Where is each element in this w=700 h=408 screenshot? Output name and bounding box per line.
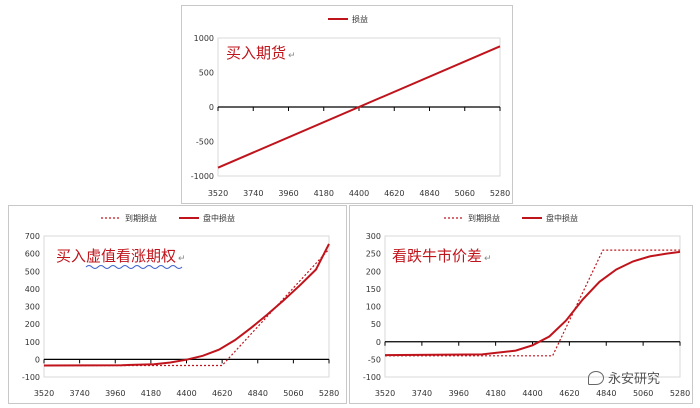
y-tick-label: -500 [196,138,214,147]
y-tick-label: 0 [35,355,40,364]
y-tick-label: 400 [25,285,40,294]
y-tick-label: 100 [366,303,381,312]
x-tick-label: 4620 [384,189,404,198]
legend-item: 损益 [328,14,368,24]
x-tick-label: 3740 [69,389,89,398]
return-mark: ↵ [484,254,492,264]
y-tick-label: 150 [366,285,381,294]
chart-panel-futures: 1000 500 0 -500 -1000 3520 3740 3960 4180 4400 462… [181,5,513,204]
y-tick-label: 250 [366,250,381,259]
y-tick-label: 200 [25,320,40,329]
y-tick-label: 600 [25,250,40,259]
x-tick-label: 4620 [559,389,579,398]
x-tick-label: 4840 [596,389,616,398]
chart-panel-bull-put-spread: 300 250 200 150 100 50 0 -50 -100 3520 3740 3960 418… [349,205,693,404]
return-mark: ↵ [288,51,296,61]
y-tick-label: 200 [366,267,381,276]
y-tick-label: -1000 [191,172,214,181]
x-tick-label: 4400 [522,389,542,398]
chart-svg-call-option: 700 600 500 400 300 200 100 0 -100 3520 3740 3960 41… [22,213,339,398]
y-tick-label: 300 [366,232,381,241]
x-tick-label: 4400 [176,389,196,398]
x-tick-label: 3740 [243,189,263,198]
x-tick-label: 5280 [670,389,690,398]
x-tick-label: 4840 [248,389,268,398]
x-tick-label: 5280 [319,389,339,398]
x-tick-label: 4840 [419,189,439,198]
y-tick-label: 0 [209,103,214,112]
legend-label: 到期损益 [468,213,500,223]
wechat-bubble-icon [588,370,604,385]
legend-label: 到期损益 [125,213,157,223]
y-tick-label: 500 [199,69,214,78]
y-tick-label: -50 [368,355,381,364]
x-tick-label: 3520 [34,389,54,398]
watermark: 永安研究 [588,368,660,387]
plot-area [43,235,330,378]
y-tick-label: 1000 [194,34,214,43]
x-tick-label: 3520 [208,189,228,198]
watermark-text: 永安研究 [608,372,661,387]
x-tick-label: 4620 [212,389,232,398]
x-tick-label: 4180 [141,389,161,398]
y-tick-label: 50 [371,320,381,329]
legend-label: 损益 [352,14,368,24]
x-tick-label: 3960 [278,189,298,198]
y-tick-label: 300 [25,303,40,312]
x-tick-label: 5060 [633,389,653,398]
legend-item: 盘中损益 [179,213,235,223]
series-line-intraday [384,250,681,357]
y-tick-label: 0 [376,338,381,347]
legend-item: 到期损益 [444,213,500,223]
y-tick-label: -100 [363,373,381,382]
x-tick-label: 3960 [449,389,469,398]
chart-svg-bull-put-spread: 300 250 200 150 100 50 0 -50 -100 3520 3740 3960 418… [363,213,690,398]
y-tick-label: -100 [22,373,40,382]
chart-svg-futures: 1000 500 0 -500 -1000 3520 3740 3960 4180 4400 462… [191,14,510,198]
chart-panel-call-option: 700 600 500 400 300 200 100 0 -100 3520 3740 3960 41… [8,205,347,404]
return-mark: ↵ [178,254,186,264]
y-tick-label: 500 [25,267,40,276]
x-tick-label: 4400 [349,189,369,198]
x-tick-label: 5060 [455,189,475,198]
legend-item: 盘中损益 [522,213,578,223]
spellcheck-underline [85,265,183,269]
x-tick-label: 4180 [314,189,334,198]
legend-label: 盘中损益 [546,213,578,223]
x-tick-label: 3960 [105,389,125,398]
series-line-expiry [385,249,680,357]
x-tick-label: 5280 [490,189,510,198]
y-tick-label: 700 [25,232,40,241]
legend-label: 盘中损益 [203,213,235,223]
x-tick-label: 4180 [485,389,505,398]
series-line-intraday [217,45,501,169]
series-line-intraday [43,243,330,367]
x-tick-label: 3520 [375,389,395,398]
x-tick-label: 5060 [283,389,303,398]
chart-annotation: 买入期货 [226,44,286,62]
y-tick-label: 100 [25,338,40,347]
chart-annotation: 看跌牛市价差 [392,247,482,265]
plot-area [384,235,681,378]
legend-item: 到期损益 [101,213,157,223]
x-tick-label: 3740 [412,389,432,398]
chart-annotation: 买入虚值看涨期权 [56,247,176,265]
